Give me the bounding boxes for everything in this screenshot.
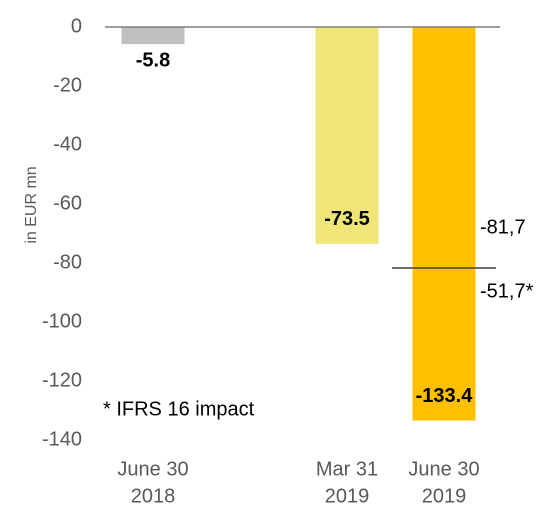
y-axis-label: in EUR mn <box>23 166 40 243</box>
x-tick-label: June 30 <box>408 458 479 480</box>
y-tick-label: -140 <box>42 428 82 450</box>
x-tick-label: 2018 <box>131 485 176 507</box>
value-label: -133.4 <box>416 385 474 407</box>
y-tick-label: -80 <box>53 251 82 273</box>
split-label: -81,7 <box>480 216 526 238</box>
y-tick-label: -40 <box>53 133 82 155</box>
x-tick-label: Mar 31 <box>316 458 378 480</box>
x-tick-label: 2019 <box>422 485 467 507</box>
y-tick-label: -60 <box>53 192 82 214</box>
y-tick-label: -120 <box>42 369 82 391</box>
bar <box>412 27 476 421</box>
note: * IFRS 16 impact <box>103 398 255 420</box>
value-label: -5.8 <box>136 49 170 71</box>
bar <box>315 27 379 244</box>
value-label: -73.5 <box>324 208 370 230</box>
y-tick-label: 0 <box>71 15 82 37</box>
x-tick-label: 2019 <box>325 485 370 507</box>
y-tick-label: -100 <box>42 310 82 332</box>
split-label: -51,7* <box>480 280 534 302</box>
bar <box>121 27 185 45</box>
y-tick-label: -20 <box>53 74 82 96</box>
x-tick-label: June 30 <box>117 458 188 480</box>
